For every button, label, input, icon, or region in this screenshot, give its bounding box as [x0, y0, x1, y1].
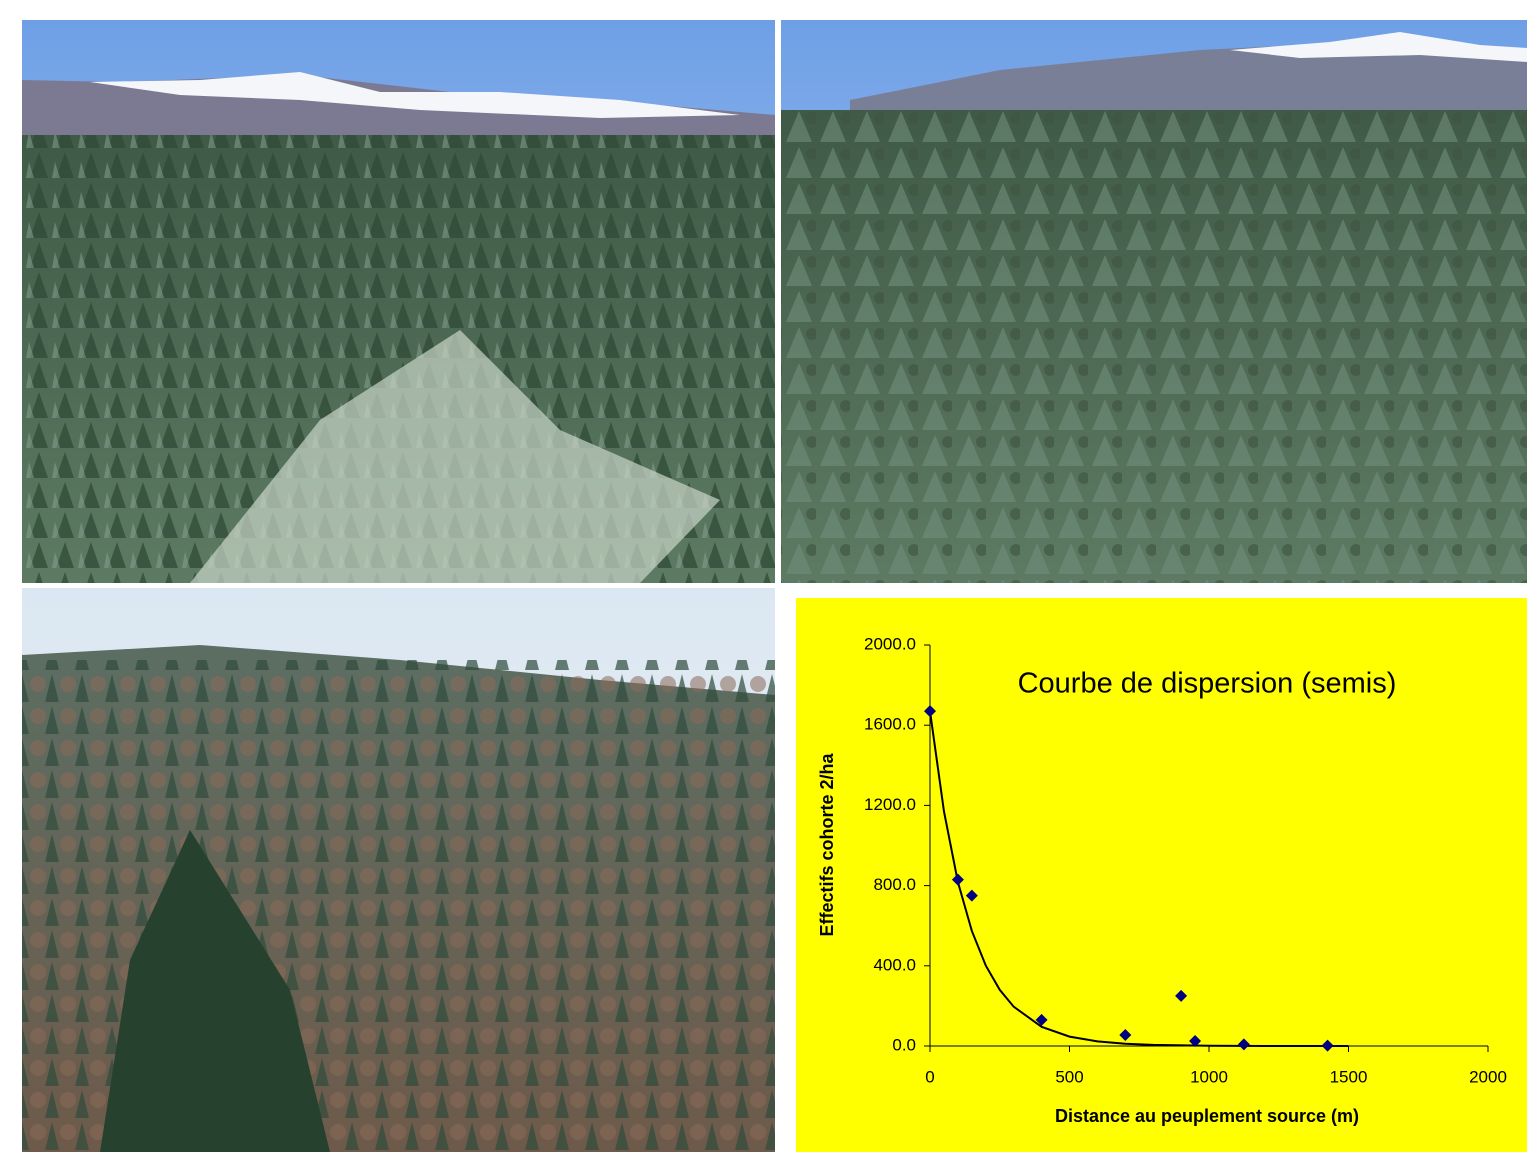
- x-tick-label: 2000: [1469, 1067, 1507, 1086]
- x-tick-label: 1000: [1190, 1067, 1228, 1086]
- photo-top-left: [22, 20, 775, 583]
- x-tick-label: 0: [925, 1067, 934, 1086]
- y-axis-label: Effectifs cohorte 2/ha: [817, 752, 837, 936]
- y-tick-label: 1200.0: [864, 795, 916, 814]
- x-tick-label: 1500: [1330, 1067, 1368, 1086]
- y-tick-label: 400.0: [873, 955, 916, 974]
- x-axis-label: Distance au peuplement source (m): [1055, 1106, 1359, 1126]
- y-tick-label: 1600.0: [864, 715, 916, 734]
- y-tick-label: 2000.0: [864, 634, 916, 653]
- x-tick-label: 500: [1055, 1067, 1083, 1086]
- photo-top-right: [781, 20, 1527, 583]
- photo-bottom-left: [22, 588, 775, 1152]
- figure: Courbe de dispersion (semis) Distance au…: [0, 0, 1527, 1152]
- page: {"chart_data": {"type": "scatter", "titl…: [0, 0, 1527, 1152]
- y-tick-label: 800.0: [873, 875, 916, 894]
- chart-title: Courbe de dispersion (semis): [1018, 668, 1397, 700]
- y-tick-label: 0.0: [892, 1035, 916, 1054]
